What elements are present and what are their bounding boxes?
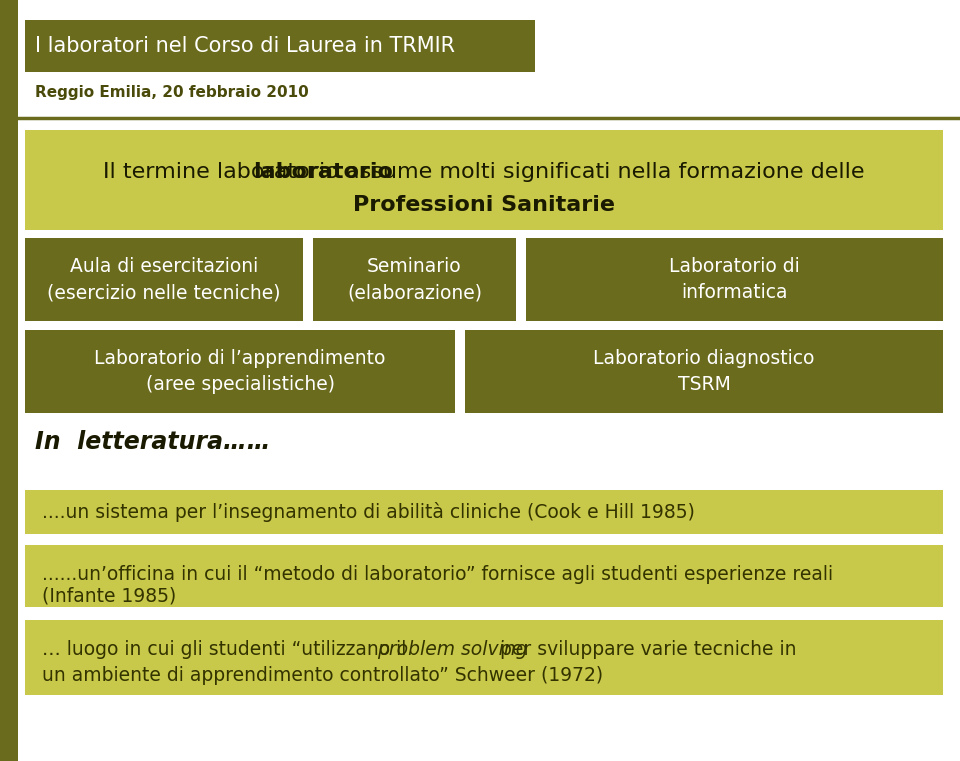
Text: Seminario
(elaborazione): Seminario (elaborazione)	[347, 256, 482, 302]
Bar	[25, 330, 455, 413]
Text: ....un sistema per l’insegnamento di abilità cliniche (Cook e Hill 1985): ....un sistema per l’insegnamento di abi…	[42, 502, 695, 522]
Bar	[25, 238, 303, 321]
Bar	[25, 545, 943, 607]
Text: I laboratori nel Corso di Laurea in TRMIR: I laboratori nel Corso di Laurea in TRMI…	[35, 36, 455, 56]
Text: Il termine laboratorio assume molti significati nella formazione delle: Il termine laboratorio assume molti sign…	[104, 162, 865, 182]
Bar	[526, 238, 943, 321]
Bar	[0, 0, 18, 761]
Text: ......un’officina in cui il “metodo di laboratorio” fornisce agli studenti esper: ......un’officina in cui il “metodo di l…	[42, 565, 833, 584]
Text: per sviluppare varie tecniche in: per sviluppare varie tecniche in	[494, 640, 797, 659]
Text: In  letteratura……: In letteratura……	[35, 430, 271, 454]
Text: Laboratorio di
informatica: Laboratorio di informatica	[669, 256, 800, 302]
Text: Professioni Sanitarie: Professioni Sanitarie	[353, 195, 615, 215]
Bar	[25, 620, 943, 695]
Text: Laboratorio diagnostico
TSRM: Laboratorio diagnostico TSRM	[593, 349, 815, 394]
Bar	[25, 20, 535, 72]
Text: … luogo in cui gli studenti “utilizzano il: … luogo in cui gli studenti “utilizzano …	[42, 640, 413, 659]
Text: laboratorio: laboratorio	[253, 162, 393, 182]
Text: Reggio Emilia, 20 febbraio 2010: Reggio Emilia, 20 febbraio 2010	[35, 85, 309, 100]
Bar	[465, 330, 943, 413]
Text: (Infante 1985): (Infante 1985)	[42, 587, 177, 606]
Text: Laboratorio di l’apprendimento
(aree specialistiche): Laboratorio di l’apprendimento (aree spe…	[94, 349, 386, 394]
Bar	[313, 238, 516, 321]
Text: problem solving: problem solving	[377, 640, 528, 659]
Bar	[25, 490, 943, 534]
Bar	[25, 130, 943, 230]
Text: un ambiente di apprendimento controllato” Schweer (1972): un ambiente di apprendimento controllato…	[42, 666, 603, 685]
Text: Aula di esercitazioni
(esercizio nelle tecniche): Aula di esercitazioni (esercizio nelle t…	[47, 256, 280, 302]
